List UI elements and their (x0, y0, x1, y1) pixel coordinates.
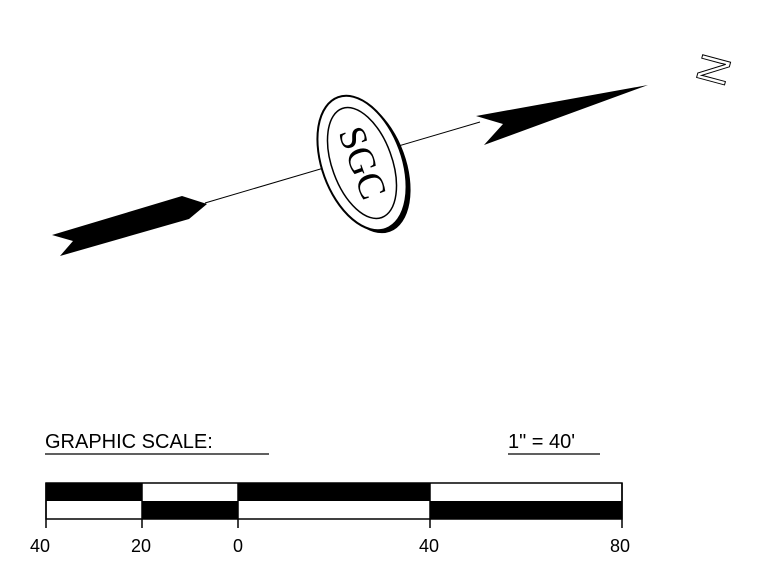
logo-oval-inner (326, 106, 398, 220)
scale-tick-label-4: 40 (419, 536, 439, 556)
scale-tick-label-3: 0 (233, 536, 243, 556)
scale-title: GRAPHIC SCALE: (45, 431, 213, 453)
scale-bar-top-seg-4 (430, 483, 622, 501)
graphic-scale: GRAPHIC SCALE: 1" = 40' 40 20 0 40 80 (30, 431, 630, 556)
scale-tick-label-2: 20 (131, 536, 151, 556)
sgc-logo: SGC (316, 94, 411, 234)
north-arrow: SGC N (52, 49, 741, 256)
north-label: N (687, 49, 740, 90)
scale-tick-label-1: 40 (30, 536, 50, 556)
scale-bar-top-seg-1 (46, 483, 142, 501)
scale-bar-bottom-seg-1 (46, 501, 142, 519)
arrow-tail (52, 196, 207, 256)
scale-bar-bottom-seg-4 (430, 501, 622, 519)
scale-ratio: 1" = 40' (508, 431, 575, 453)
scale-bar-top-seg-2 (142, 483, 238, 501)
scale-bar-top-seg-3 (238, 483, 430, 501)
scale-bar-bottom-seg-2 (142, 501, 238, 519)
scale-tick-label-5: 80 (610, 536, 630, 556)
scale-bar-bottom-seg-3 (238, 501, 430, 519)
logo-oval-outer (316, 94, 408, 232)
arrow-head (476, 85, 648, 145)
